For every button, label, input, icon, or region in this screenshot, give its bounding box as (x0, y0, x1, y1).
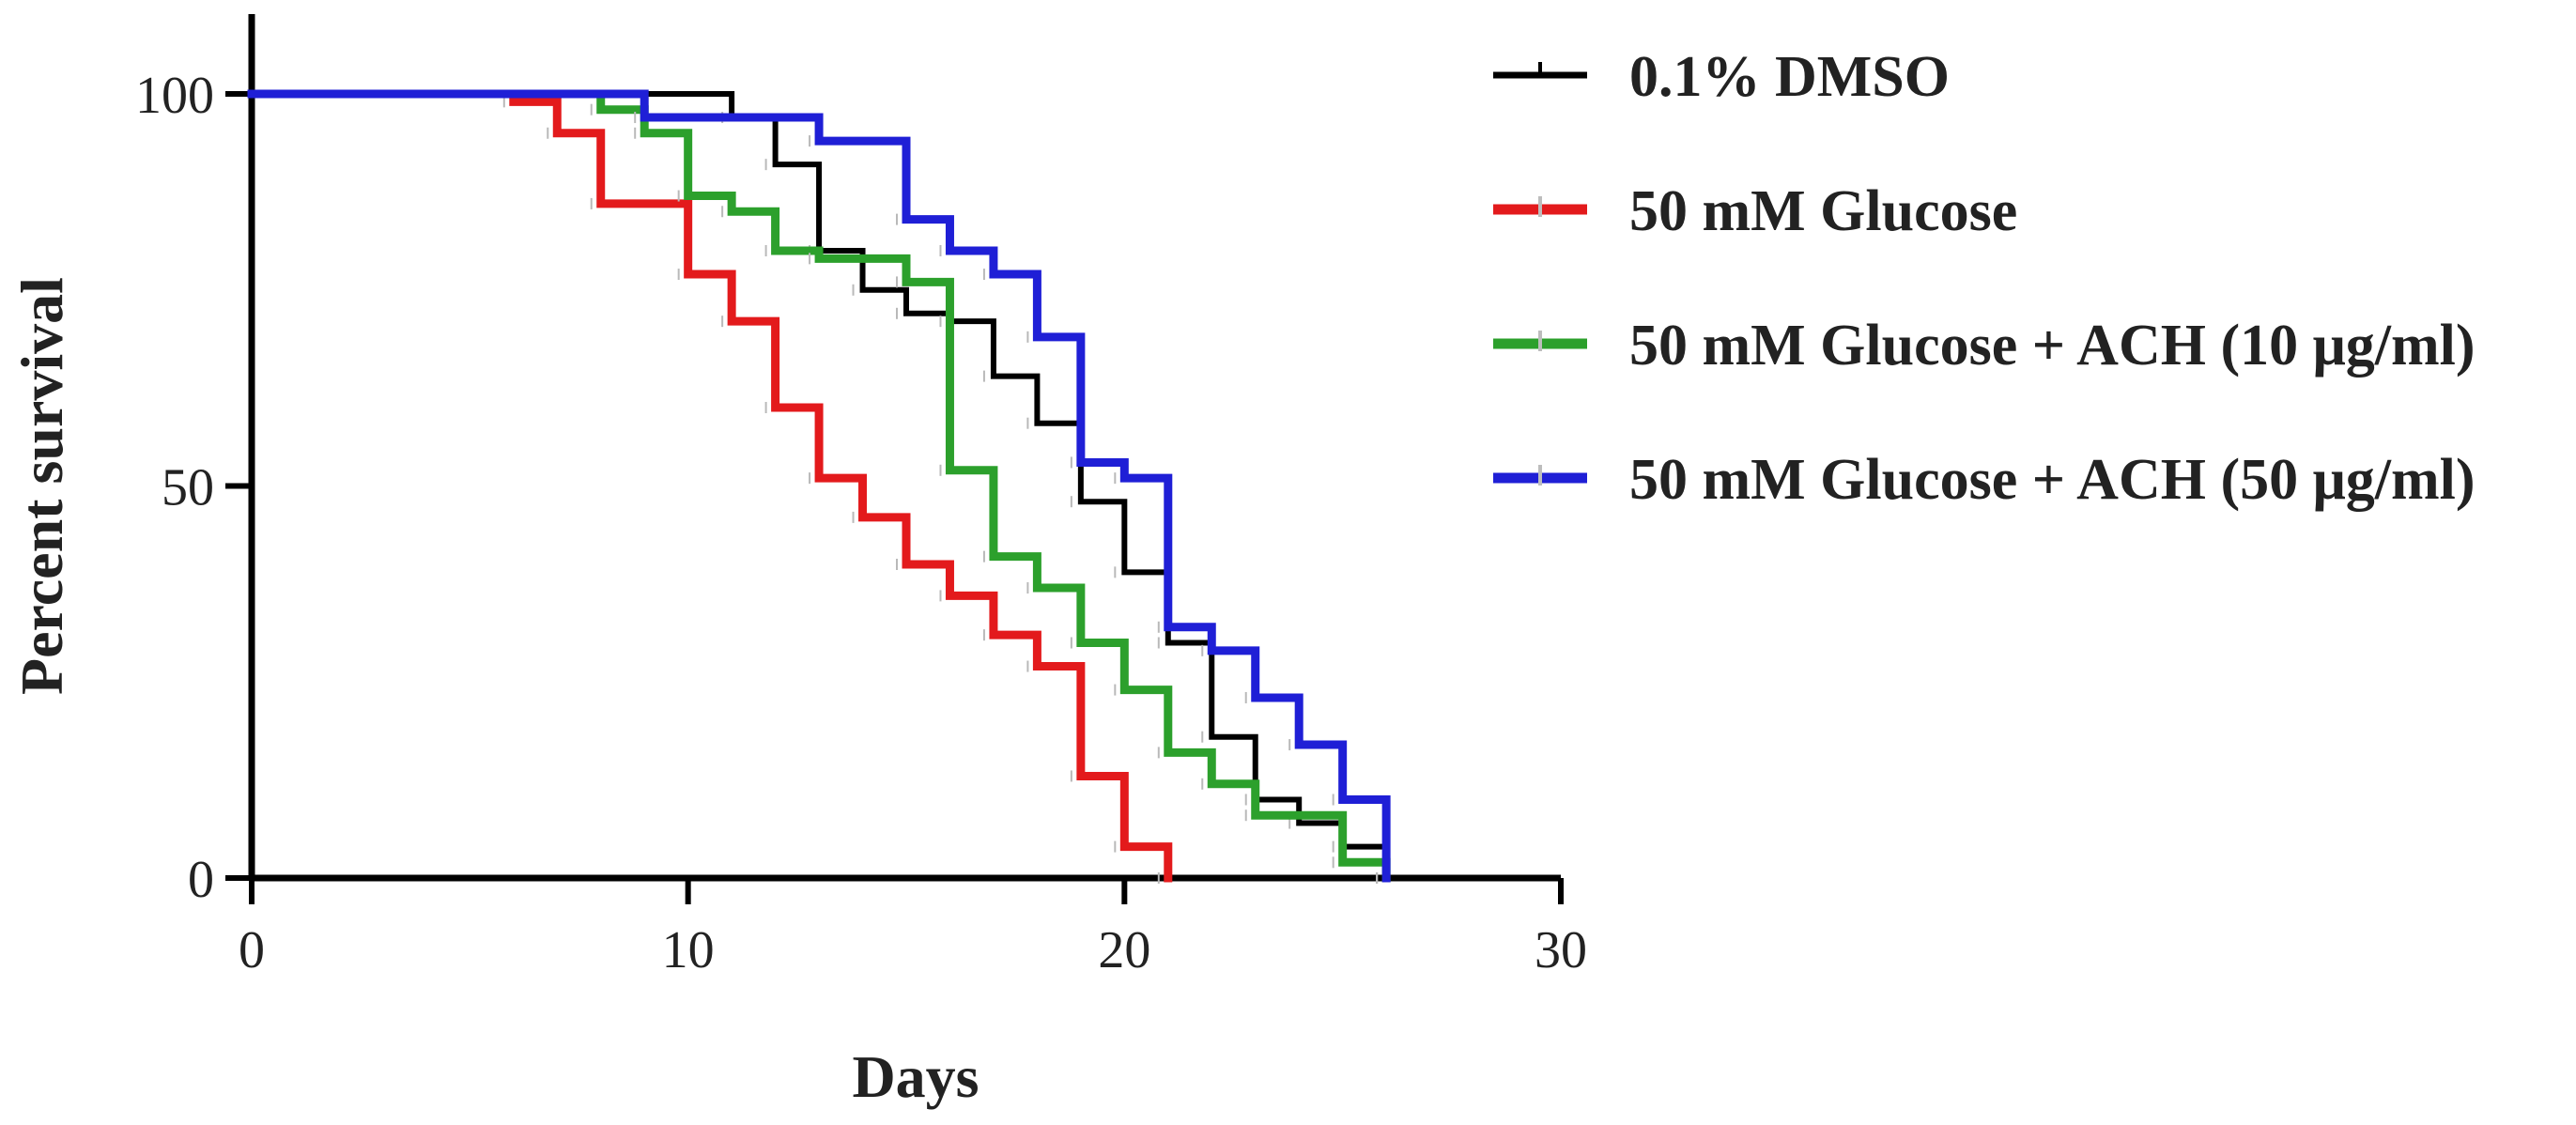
axes: 0 10 20 30 0 50 100 Days Percent survival (8, 14, 1587, 1110)
x-tick-label: 20 (1098, 921, 1150, 979)
series-line-4 (247, 89, 1391, 883)
x-tick-label: 10 (662, 921, 715, 979)
x-tick-label: 30 (1535, 921, 1587, 979)
x-axis-title: Days (852, 1043, 979, 1110)
legend: 0.1% DMSO 50 mM Glucose 50 mM Glucose + AC… (1493, 45, 2475, 512)
y-tick-label: 100 (135, 67, 214, 125)
legend-label-3: 50 mM Glucose + ACH (10 μg/ml) (1629, 314, 2475, 378)
series-group (247, 89, 1391, 884)
series-line-1 (249, 91, 1390, 881)
legend-label-2: 50 mM Glucose (1629, 179, 2017, 243)
legend-label-1: 0.1% DMSO (1629, 45, 1950, 109)
y-tick-label: 0 (188, 851, 214, 909)
x-tick-label: 0 (239, 921, 265, 979)
series-line-3 (247, 89, 1391, 883)
series-line-2 (247, 89, 1173, 883)
legend-label-4: 50 mM Glucose + ACH (50 μg/ml) (1629, 448, 2475, 512)
y-tick-label: 50 (162, 459, 214, 517)
y-axis-title: Percent survival (8, 277, 75, 695)
